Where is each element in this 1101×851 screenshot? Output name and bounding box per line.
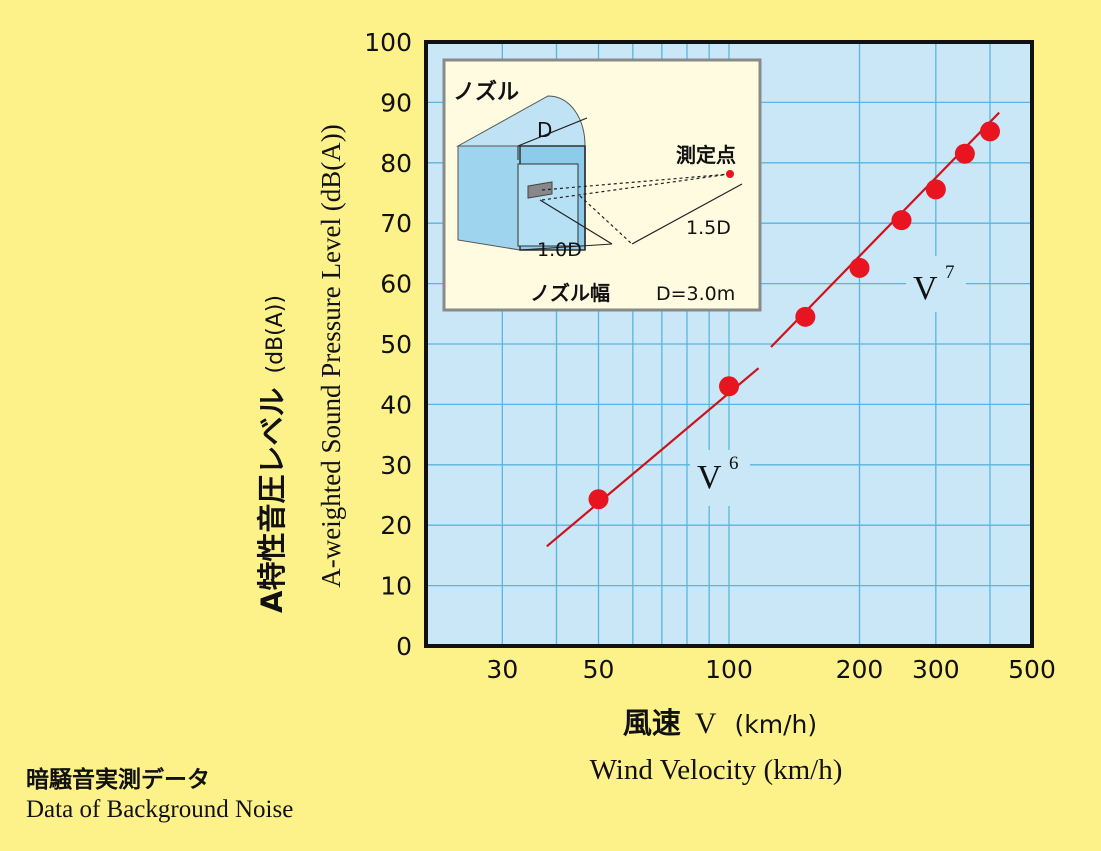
y-tick-label: 70 [380,209,412,238]
data-point [849,257,870,278]
data-point [891,210,912,231]
y-tick-label: 90 [380,88,412,117]
label-v7-base: V [913,270,938,307]
data-point [795,306,816,327]
y-tick-label: 50 [380,330,412,359]
data-point [979,121,1000,142]
y-tick-label: 0 [396,632,412,661]
inset-size-label: D=3.0m [656,283,735,305]
x-tick-label: 200 [836,655,884,684]
x-tick-label: 300 [912,655,960,684]
label-v7: V 7 [906,256,966,312]
inset-title: ノズル [453,79,519,105]
y-tick-label: 30 [380,451,412,480]
data-point [588,489,609,510]
label-v7-exp: 7 [945,262,955,283]
caption-en: Data of Background Noise [26,796,294,823]
data-point [925,179,946,200]
inset-dist1-label: 1.0D [537,239,582,261]
label-v6-exp: 6 [729,453,739,474]
y-axis-label-jp: A特性音圧レベル(dB(A)) [255,295,289,613]
inset-diagram: ノズル D 測定点 1.0D 1.5D ノズル幅 D=3.0m [442,58,762,312]
x-axis-label-jp: 風速 V (km/h) [623,706,817,740]
label-v6: V 6 [690,450,750,506]
y-tick-label: 80 [380,149,412,178]
inset-width-label: ノズル幅 [530,281,610,305]
caption-jp: 暗騒音実測データ [26,767,210,793]
y-tick-labels: 0 10 20 30 40 50 60 70 80 90 100 [364,28,412,661]
y-tick-label: 10 [380,572,412,601]
y-tick-label: 60 [380,270,412,299]
data-point [719,376,739,397]
inset-point-label: 測定点 [676,143,736,167]
plot-frame [424,40,1034,648]
y-axis-label-en: A-weighted Sound Pressure Level (dB(A)) [316,124,346,587]
data-points [588,121,1000,510]
x-tick-label: 50 [583,655,615,684]
x-tick-label: 500 [1008,655,1056,684]
fit-line-v6 [546,367,760,548]
x-tick-labels: 30 50 100 200 300 500 [486,655,1055,684]
inset-dist2-label: 1.5D [686,217,731,239]
inset-d-label: D [537,118,552,142]
y-tick-label: 100 [364,28,412,57]
x-axis-label-en: Wind Velocity (km/h) [590,754,843,786]
data-point [954,143,975,164]
x-tick-label: 30 [486,655,518,684]
label-v6-base: V [697,459,722,496]
x-tick-label: 100 [705,655,753,684]
y-tick-label: 20 [380,511,412,540]
y-tick-label: 40 [380,390,412,419]
